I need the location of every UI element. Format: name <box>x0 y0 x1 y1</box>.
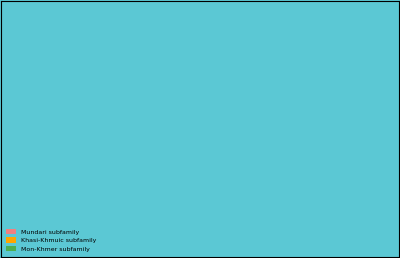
Legend: Mundari subfamily, Khasi-Khmuic subfamily, Mon-Khmer subfamily: Mundari subfamily, Khasi-Khmuic subfamil… <box>4 227 98 254</box>
